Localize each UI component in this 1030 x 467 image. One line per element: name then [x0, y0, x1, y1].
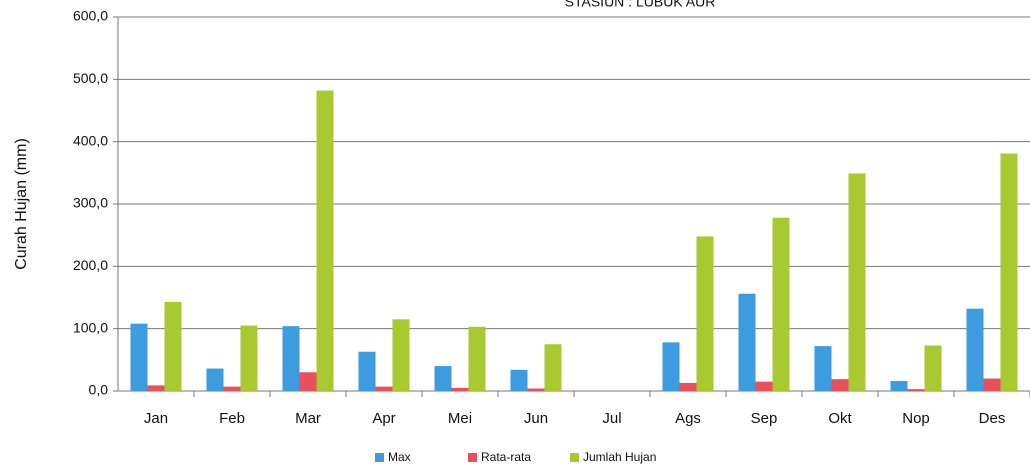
x-tick-label: Mar [295, 410, 321, 427]
x-tick-label: Des [979, 410, 1006, 427]
x-tick-label: Okt [828, 410, 852, 427]
x-tick-label: Jun [524, 410, 548, 427]
bar [358, 351, 376, 391]
bar [206, 368, 224, 391]
bar [966, 308, 984, 391]
legend-swatch [375, 453, 384, 462]
y-tick-label: 600,0 [73, 8, 108, 24]
bar [848, 173, 866, 391]
bar [1000, 153, 1018, 391]
bar [375, 386, 393, 391]
bar [890, 381, 908, 391]
bar [316, 90, 334, 391]
bar [772, 217, 790, 391]
bar [527, 388, 545, 391]
y-tick-label: 0,0 [89, 382, 109, 398]
bar [223, 386, 241, 391]
bar [924, 345, 942, 391]
bar [907, 389, 925, 391]
bar [696, 236, 714, 391]
bar [240, 325, 258, 391]
y-tick-label: 500,0 [73, 70, 108, 86]
y-tick-label: 400,0 [73, 132, 108, 148]
x-tick-label: Jul [602, 410, 621, 427]
bar [392, 319, 410, 391]
bar [814, 346, 832, 391]
y-tick-label: 300,0 [73, 195, 108, 211]
y-tick-label: 200,0 [73, 257, 108, 273]
bar [282, 326, 300, 391]
bar [831, 379, 849, 391]
bar [299, 372, 317, 391]
legend-label: Jumlah Hujan [583, 450, 656, 464]
bar [451, 387, 469, 391]
legend-label: Rata-rata [481, 450, 531, 464]
bar [679, 382, 697, 391]
y-tick-label: 100,0 [73, 319, 108, 335]
bar [130, 323, 148, 391]
bar [468, 326, 486, 391]
bar [755, 381, 773, 391]
bar [662, 342, 680, 391]
x-tick-label: Sep [751, 410, 778, 427]
y-axis-label: Curah Hujan (mm) [13, 138, 30, 270]
x-tick-label: Jan [144, 410, 168, 427]
bar [147, 385, 165, 391]
bar [510, 369, 528, 391]
bar [544, 344, 562, 391]
x-tick-label: Feb [219, 410, 245, 427]
x-tick-label: Apr [372, 410, 395, 427]
x-tick-label: Nop [902, 410, 930, 427]
x-tick-label: Mei [448, 410, 472, 427]
chart-title: STASIUN : LUBUK AUR [565, 0, 716, 10]
bar [983, 378, 1001, 391]
legend-swatch [468, 453, 477, 462]
bar [434, 366, 452, 391]
legend-label: Max [388, 450, 411, 464]
legend-swatch [570, 453, 579, 462]
x-tick-label: Ags [675, 410, 701, 427]
bar [738, 293, 756, 391]
bar [164, 301, 182, 391]
